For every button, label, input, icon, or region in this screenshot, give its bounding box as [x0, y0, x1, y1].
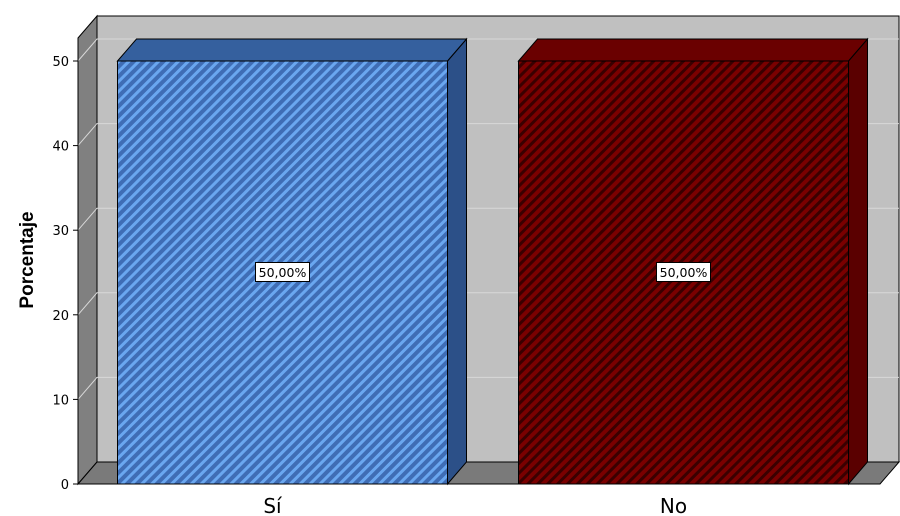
- y-tick-label: 10: [52, 393, 69, 408]
- bar-top: [116, 38, 468, 62]
- y-tick-label: 20: [52, 309, 69, 324]
- bar-2: 50,00%: [517, 37, 869, 486]
- x-tick-label: Sí: [263, 494, 283, 516]
- data-label-text: 50,00%: [660, 265, 708, 280]
- y-tick-label: 30: [52, 224, 69, 239]
- bar-1: 50,00%: [116, 37, 468, 486]
- side-wall: [77, 14, 98, 486]
- data-label-text: 50,00%: [259, 265, 307, 280]
- data-label: 50,00%: [255, 262, 310, 282]
- y-axis-title: Porcentaje: [17, 211, 38, 308]
- y-tick-label: 0: [61, 478, 69, 493]
- data-label: 50,00%: [656, 262, 711, 282]
- bar-top: [517, 38, 869, 62]
- bar-side: [848, 37, 868, 486]
- bars: 50,00% 50,00%: [116, 37, 869, 486]
- data-label-box: [656, 262, 711, 282]
- y-tick-label: 40: [52, 140, 69, 155]
- axes: 0 10 20 30 40 50 Sí No: [52, 38, 687, 516]
- data-label-box: [255, 262, 310, 282]
- y-tick-label: 50: [52, 55, 69, 70]
- x-tick-label: No: [660, 494, 687, 516]
- bar-side: [447, 37, 467, 486]
